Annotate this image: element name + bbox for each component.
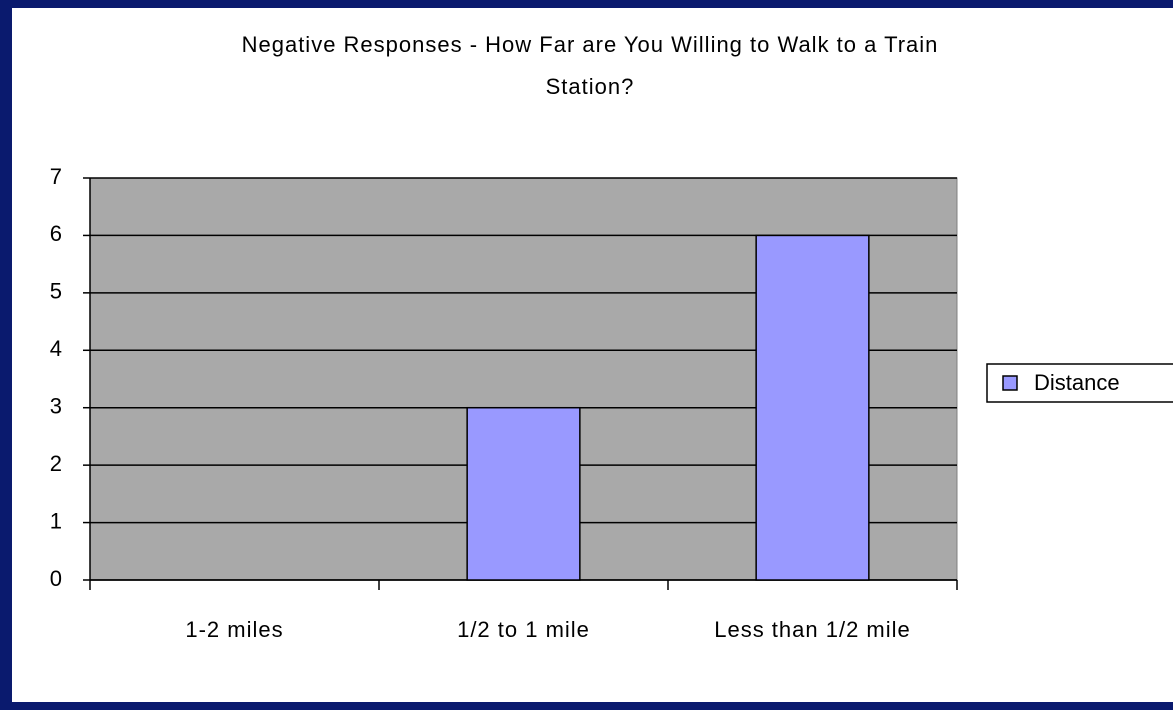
legend-swatch [1002, 375, 1018, 391]
y-tick-label: 0 [50, 566, 62, 591]
legend-box [986, 363, 1173, 403]
legend-label: Distance [1034, 370, 1120, 395]
y-tick-label: 5 [50, 279, 62, 304]
chart-title: Negative Responses - How Far are You Wil… [241, 32, 939, 99]
y-tick-label: 6 [50, 221, 62, 246]
y-tick-label: 7 [50, 164, 62, 189]
y-tick-label: 1 [50, 508, 62, 533]
x-tick-label: 1/2 to 1 mile [457, 617, 590, 642]
y-tick-label: 3 [50, 394, 62, 419]
y-tick-label: 2 [50, 451, 62, 476]
x-tick-label: 1-2 miles [185, 617, 284, 642]
bar [466, 406, 581, 581]
bar [755, 234, 870, 581]
x-tick-label: Less than 1/2 mile [714, 617, 911, 642]
y-tick-label: 4 [50, 336, 62, 361]
